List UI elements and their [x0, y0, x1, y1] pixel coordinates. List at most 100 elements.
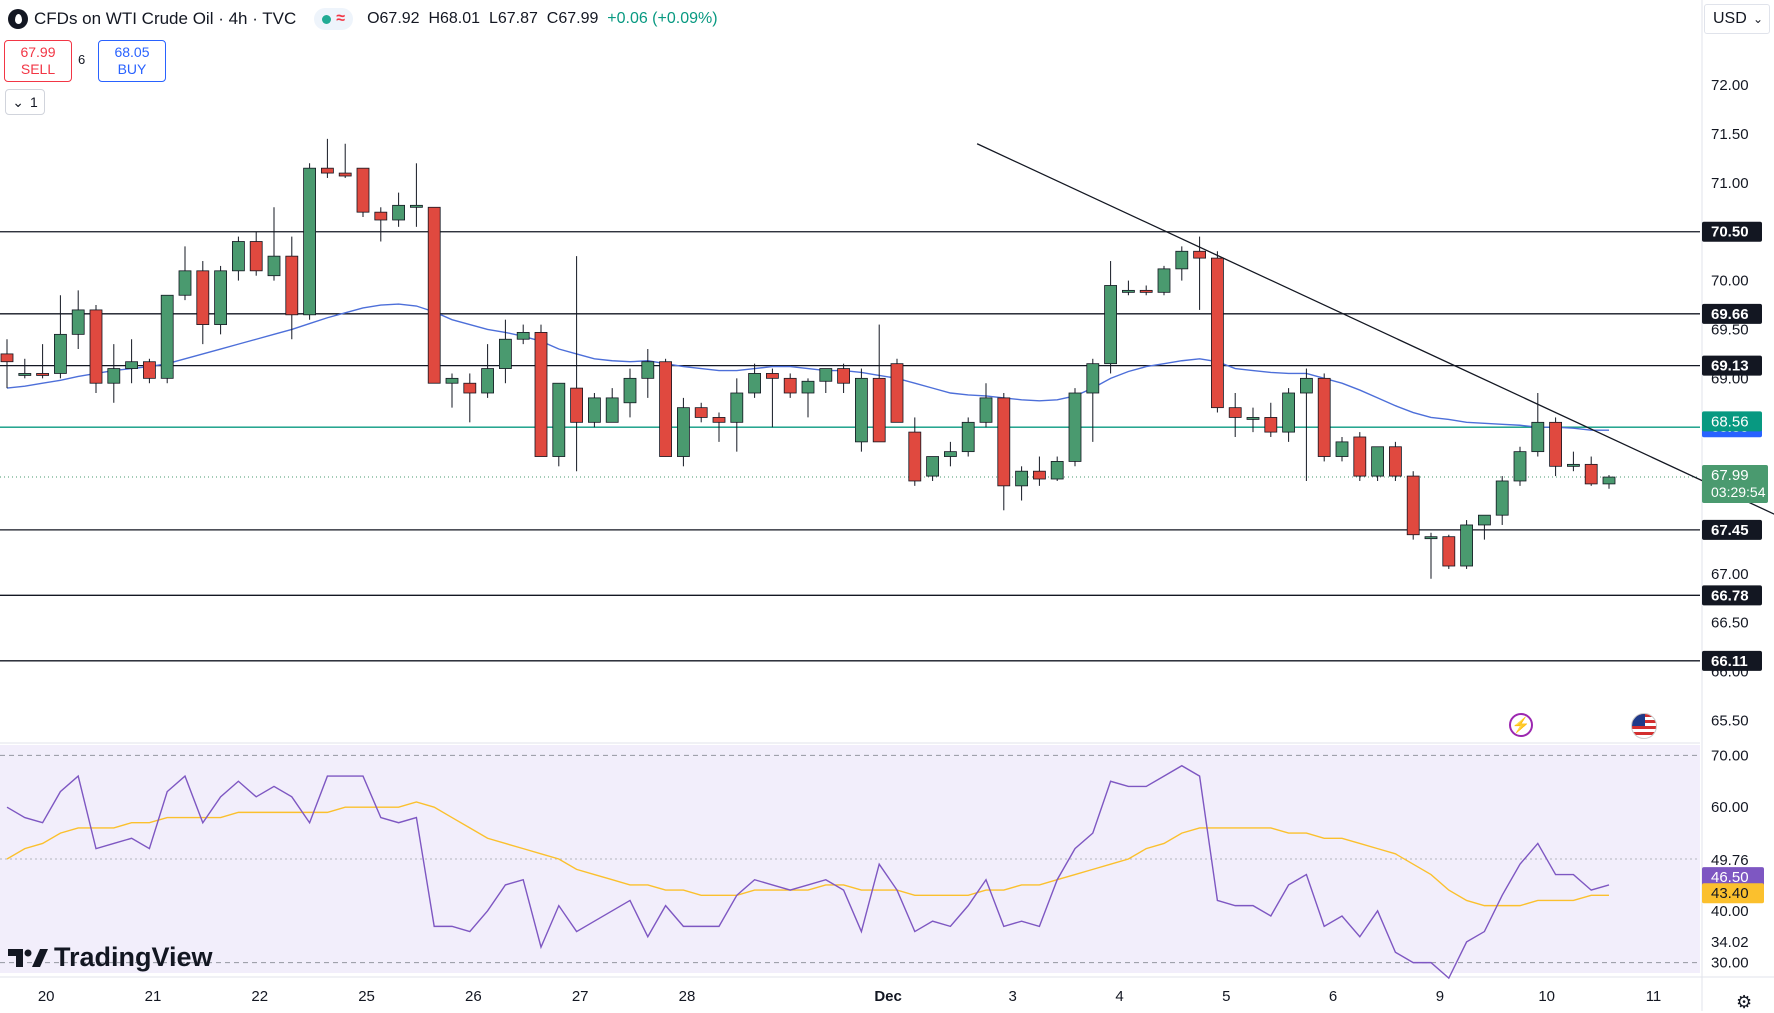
lightning-icon[interactable]: ⚡ [1509, 713, 1533, 737]
candle-body [498, 338, 512, 369]
candle [142, 358, 156, 384]
candle [107, 344, 121, 403]
candle [427, 206, 441, 384]
level-price-badge [1702, 585, 1762, 606]
time-tick-label: 22 [251, 988, 268, 1005]
rsi-value-label: 43.40 [1711, 885, 1749, 902]
candle-body [1424, 536, 1438, 540]
candle [1531, 393, 1545, 457]
candle [1300, 368, 1313, 481]
live-dot-icon [322, 14, 332, 24]
candle-body [18, 373, 32, 376]
sell-label: SELL [20, 61, 56, 77]
candle-body [552, 382, 566, 457]
candle [1068, 388, 1082, 467]
candle [694, 402, 708, 423]
sell-button[interactable]: 67.99 SELL [4, 40, 72, 82]
candle [303, 163, 317, 320]
candle-body [1317, 377, 1331, 457]
candle-body [819, 368, 833, 382]
settings-icon[interactable]: ⚙ [1736, 992, 1753, 1012]
candle [748, 363, 761, 398]
trend-line [976, 143, 1774, 515]
collapse-indicators-button[interactable]: ⌄ 1 [5, 89, 45, 115]
candle [1584, 456, 1598, 486]
candle-body [890, 363, 904, 423]
tradingview-logo[interactable]: TradingView [8, 942, 213, 973]
candle-body [1531, 421, 1545, 453]
buy-button[interactable]: 68.05 BUY [98, 40, 166, 82]
rsi-value-label: 34.02 [1711, 934, 1749, 951]
time-tick-label: 9 [1436, 988, 1444, 1005]
currency-selector[interactable]: USD ⌄ [1704, 4, 1770, 34]
candle [605, 388, 619, 423]
candle [1139, 285, 1153, 296]
symbol-title[interactable]: CFDs on WTI Crude Oil · 4h · TVC [34, 9, 297, 28]
candle [1104, 261, 1117, 374]
candle [997, 393, 1011, 511]
time-tick-label: 11 [1646, 988, 1662, 1005]
candle-body [89, 309, 103, 384]
buy-price: 68.05 [114, 44, 150, 60]
candle-body [1549, 421, 1562, 467]
candle [1228, 393, 1242, 437]
price-tick-label: 70.00 [1711, 273, 1749, 290]
wave-icon: ≈ [336, 10, 346, 27]
time-tick-label: 28 [679, 988, 696, 1005]
candle-body [1246, 417, 1260, 420]
candle [1442, 534, 1456, 569]
ohlc-readout: O67.92 H68.01 L67.87 C67.99 +0.06 (+0.09… [367, 10, 717, 28]
chevron-down-icon: ⌄ [12, 93, 24, 110]
candle-body [1282, 392, 1295, 433]
candle-body [1567, 463, 1580, 467]
level-price-label: 67.45 [1711, 522, 1749, 539]
candle-body [1104, 285, 1117, 365]
candle-body [659, 361, 672, 457]
us-flag-icon[interactable] [1631, 713, 1657, 739]
candle [766, 368, 779, 428]
candle [1406, 471, 1420, 540]
time-tick-label: 20 [38, 988, 55, 1005]
candle-body [1353, 436, 1367, 477]
candle-body [1513, 451, 1527, 482]
candle [285, 236, 299, 340]
candle-body [1050, 461, 1064, 480]
time-tick-label: 10 [1538, 988, 1555, 1005]
candle-body [249, 241, 263, 272]
candle [1602, 475, 1616, 489]
rsi-tick-label: 30.00 [1711, 955, 1749, 972]
candle-body [516, 331, 530, 340]
candle [890, 358, 904, 423]
candle [819, 368, 833, 393]
candle [267, 207, 281, 281]
candle-body [142, 361, 156, 379]
candle [552, 382, 566, 467]
candle [783, 373, 797, 398]
candle [160, 294, 174, 384]
candle-body [783, 377, 797, 394]
candle-body [961, 421, 975, 453]
candle-body [1122, 289, 1135, 293]
candle-body [997, 397, 1011, 487]
countdown-label: 03:29:54 [1711, 484, 1766, 500]
level-price-badge [1702, 519, 1762, 540]
market-status[interactable]: ≈ [314, 8, 354, 30]
candle [1086, 358, 1100, 442]
time-tick-label: 5 [1222, 988, 1230, 1005]
level-price-label: 69.13 [1711, 358, 1749, 375]
rsi-value-badge [1702, 867, 1764, 888]
candle [855, 368, 868, 452]
candle-body [766, 373, 779, 379]
candle-body [1602, 476, 1616, 485]
candle-body [944, 451, 957, 457]
time-tick-label: 27 [572, 988, 589, 1005]
price-tick-label: 65.50 [1711, 712, 1749, 729]
candle-body [908, 431, 922, 482]
candle [249, 231, 263, 276]
candle [1282, 388, 1295, 442]
candle [1549, 417, 1562, 477]
candle-body [1228, 407, 1242, 418]
price-tick-label: 71.50 [1711, 126, 1749, 143]
candle-body [427, 206, 441, 384]
